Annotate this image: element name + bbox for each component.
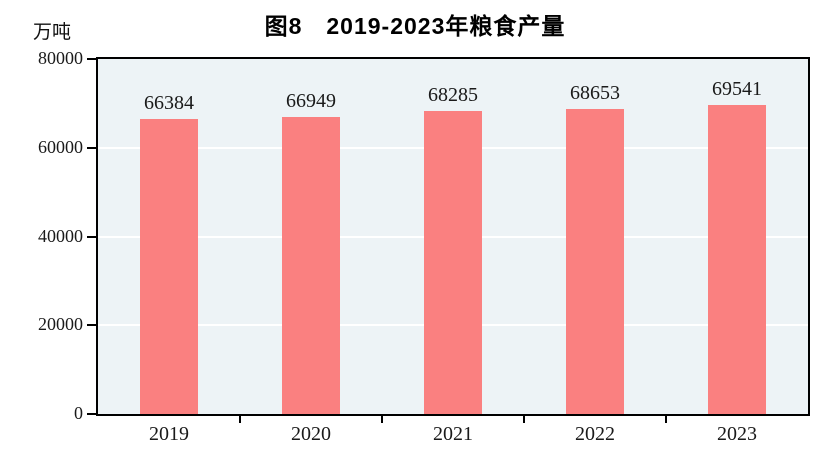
- bar-2020: [282, 116, 340, 414]
- y-axis-tick-label: 0: [74, 403, 83, 423]
- y-axis-tick: [87, 235, 96, 238]
- x-axis-tick-label: 2020: [291, 423, 331, 445]
- x-axis-tick-label: 2021: [433, 423, 473, 445]
- y-axis-tick: [87, 413, 96, 415]
- bar-2022: [566, 109, 624, 414]
- x-axis-tick: [523, 416, 525, 423]
- x-axis-tick-label: 2019: [149, 423, 189, 445]
- chart-title: 图8 2019-2023年粮食产量: [264, 13, 566, 39]
- x-axis-tick: [239, 416, 241, 423]
- y-axis-tick-label: 20000: [38, 314, 83, 335]
- bar-value-label: 69541: [712, 78, 762, 101]
- bar-2023: [708, 105, 766, 414]
- y-axis-tick: [87, 146, 96, 149]
- y-axis-unit-label: 万吨: [33, 22, 72, 43]
- x-axis-tick: [665, 416, 667, 423]
- y-axis-tick: [87, 58, 96, 60]
- bar-2021: [424, 110, 482, 414]
- bar-value-label: 68653: [570, 82, 620, 105]
- bar-value-label: 66949: [286, 89, 336, 112]
- y-axis-tick: [87, 324, 96, 327]
- bar-value-label: 66384: [144, 92, 194, 115]
- x-axis-tick: [381, 416, 383, 423]
- x-axis-tick-label: 2023: [717, 423, 757, 445]
- x-axis-tick-label: 2022: [575, 423, 615, 445]
- y-axis-tick-label: 80000: [38, 48, 83, 68]
- bar-value-label: 68285: [428, 83, 478, 106]
- bar-2019: [140, 119, 198, 414]
- y-axis-tick-label: 40000: [38, 225, 83, 246]
- y-axis-tick-label: 60000: [38, 136, 83, 157]
